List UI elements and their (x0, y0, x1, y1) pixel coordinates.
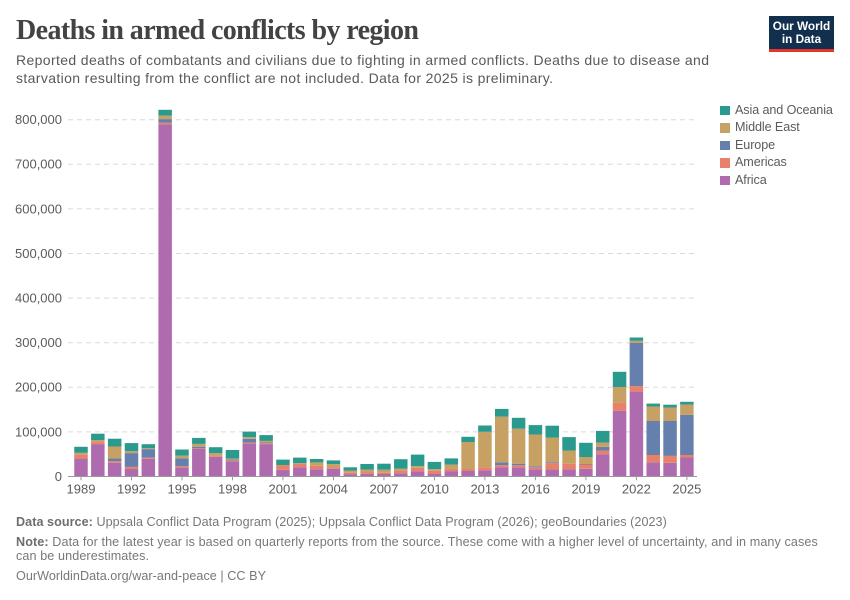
svg-text:1995: 1995 (168, 482, 197, 497)
svg-text:2001: 2001 (268, 482, 297, 497)
svg-text:500,000: 500,000 (15, 246, 62, 261)
svg-text:300,000: 300,000 (15, 335, 62, 350)
svg-text:1998: 1998 (218, 482, 247, 497)
svg-text:800,000: 800,000 (15, 112, 62, 127)
svg-text:600,000: 600,000 (15, 201, 62, 216)
svg-text:1989: 1989 (67, 482, 96, 497)
svg-text:2025: 2025 (672, 482, 701, 497)
svg-text:0: 0 (55, 469, 62, 484)
svg-text:2016: 2016 (521, 482, 550, 497)
svg-text:1992: 1992 (117, 482, 146, 497)
svg-text:2007: 2007 (369, 482, 398, 497)
svg-text:100,000: 100,000 (15, 424, 62, 439)
svg-text:2010: 2010 (420, 482, 449, 497)
svg-text:700,000: 700,000 (15, 157, 62, 172)
svg-text:200,000: 200,000 (15, 380, 62, 395)
svg-text:2019: 2019 (571, 482, 600, 497)
svg-text:2022: 2022 (622, 482, 651, 497)
svg-text:2004: 2004 (319, 482, 348, 497)
svg-text:400,000: 400,000 (15, 291, 62, 306)
svg-text:2013: 2013 (470, 482, 499, 497)
